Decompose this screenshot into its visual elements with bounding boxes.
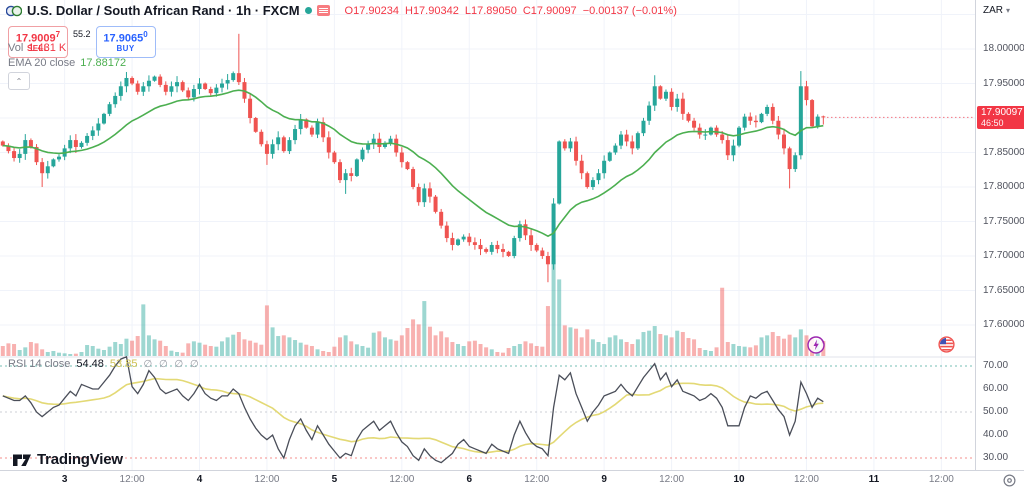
- tradingview-logo-icon: [13, 454, 31, 466]
- price-axis-label: 17.80000: [983, 181, 1024, 192]
- time-axis-label: 3: [61, 474, 68, 485]
- rsi-legend[interactable]: RSI 14 close 54.48 53.85 ∅ ∅ ∅ ∅: [8, 358, 201, 370]
- time-axis-label: 12:00: [389, 474, 415, 485]
- price-axis-label: 17.95000: [983, 77, 1024, 89]
- time-axis-label: 11: [868, 474, 880, 485]
- price-axis-label: 18.00000: [983, 43, 1024, 54]
- instant-trade-icon[interactable]: [806, 335, 826, 355]
- rsi-axis-label: 30.00: [983, 452, 1009, 463]
- rsi-axis-label: 40.00: [983, 429, 1009, 440]
- change-value: −0.00137 (−0.01%): [582, 4, 677, 17]
- time-axis-label: 12:00: [928, 474, 954, 485]
- last-price-badge: 17.90097 46:50: [977, 106, 1024, 130]
- time-axis-label: 12:00: [793, 474, 819, 485]
- time-axis-label: 12:00: [254, 474, 280, 485]
- rsi-axis-label: 70.00: [983, 360, 1009, 371]
- price-axis-label: 17.65000: [983, 284, 1024, 296]
- rsi-ma-value: 53.85: [109, 358, 138, 370]
- price-axis-label: 17.60000: [983, 319, 1024, 330]
- chart-header: U.S. Dollar / South African Rand · 1h · …: [6, 3, 677, 18]
- currency-axis-button[interactable]: ZAR ▾: [983, 5, 1011, 16]
- rsi-axis-label: 60.00: [983, 383, 1009, 394]
- time-axis-label: 12:00: [524, 474, 550, 485]
- time-axis-label: 6: [466, 474, 473, 485]
- price-axis-label: 17.70000: [983, 250, 1024, 261]
- time-axis-label: 4: [196, 474, 203, 485]
- time-axis-label: 10: [733, 474, 745, 485]
- time-axis-settings-icon[interactable]: [1003, 474, 1016, 487]
- symbol-pair-icon: [6, 5, 22, 16]
- volume-value: 1.431 K: [28, 42, 67, 54]
- ema-legend[interactable]: EMA 20 close 17.88172: [8, 57, 127, 69]
- rsi-value: 54.48: [76, 358, 104, 370]
- chevron-up-icon: ⌃: [15, 76, 23, 86]
- time-axis-label: 5: [331, 474, 338, 485]
- trade-panel: 17.90097 SELL 55.2 17.90650 BUY: [8, 26, 156, 58]
- volume-legend[interactable]: Vol 1.431 K: [8, 42, 67, 54]
- chevron-down-icon: ▾: [1006, 6, 1011, 15]
- status-dot-icon: [304, 7, 312, 14]
- ohlc-values: O17.90234 H17.90342 L17.89050 C17.90097 …: [344, 4, 677, 17]
- symbol-title[interactable]: U.S. Dollar / South African Rand · 1h · …: [27, 3, 300, 18]
- time-axis-label: 12:00: [119, 474, 145, 485]
- time-axis[interactable]: 3 12:00 4 12:00 5 12:00 6 12:00 9 12:00 10 12:00 11 1…: [0, 470, 1024, 489]
- tradingview-logo[interactable]: TradingView: [12, 451, 123, 468]
- sell-price: 17.90097: [15, 29, 61, 45]
- chart-plot-area[interactable]: [0, 0, 975, 470]
- collapse-legend-button[interactable]: ⌃: [8, 72, 30, 90]
- rsi-axis-label: 50.00: [983, 406, 1009, 417]
- sell-button[interactable]: 17.90097 SELL: [8, 26, 68, 58]
- buy-button[interactable]: 17.90650 BUY: [95, 26, 156, 58]
- price-axis-label: 17.85000: [983, 146, 1024, 158]
- rsi-empty-values: ∅ ∅ ∅ ∅: [143, 358, 201, 370]
- time-axis-label: 12:00: [659, 474, 685, 485]
- bar-countdown: 46:50: [981, 118, 1004, 129]
- spread-value: 55.2: [73, 29, 91, 39]
- time-axis-label: 9: [601, 474, 607, 485]
- chart-menu-icon[interactable]: [316, 5, 330, 16]
- price-axis-label: 17.75000: [983, 215, 1024, 227]
- ema-value: 17.88172: [80, 57, 127, 69]
- us-flag-event-icon[interactable]: [938, 336, 955, 353]
- buy-price: 17.90650: [103, 29, 148, 45]
- price-axis[interactable]: ZAR ▾ 17.90097 46:50 18.00000 17.95000 17.…: [975, 0, 1024, 470]
